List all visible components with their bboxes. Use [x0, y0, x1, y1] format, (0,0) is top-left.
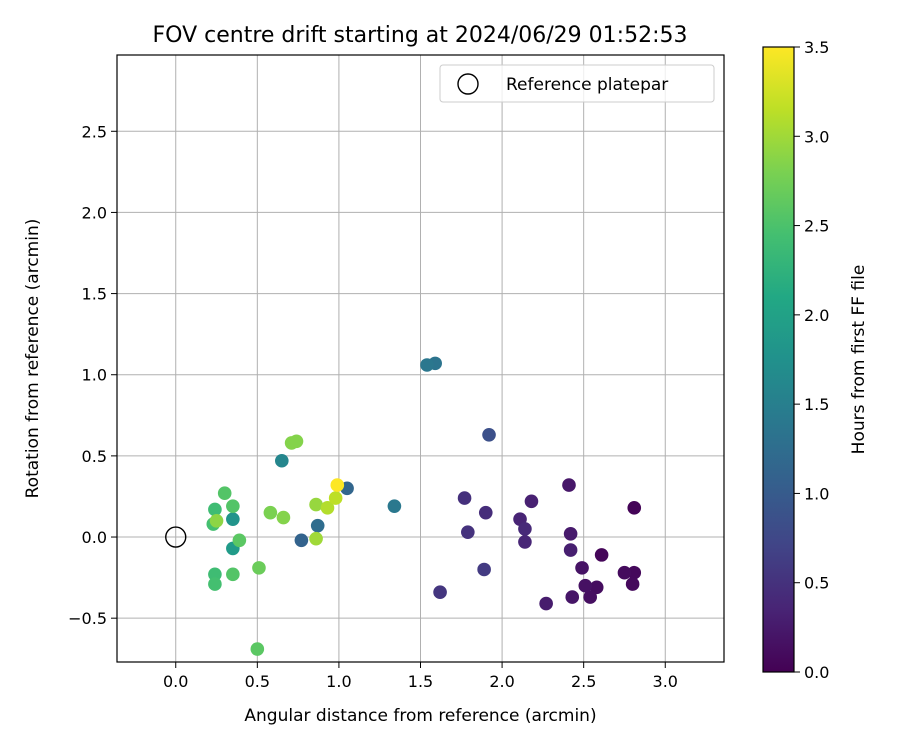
grid [117, 55, 724, 662]
data-point [477, 562, 491, 577]
data-point [309, 497, 323, 512]
colorbar-tick-label: 2.5 [804, 217, 829, 236]
legend-label: Reference platepar [506, 75, 668, 95]
colorbar-tick-label: 0.0 [804, 663, 829, 682]
data-point [320, 501, 335, 515]
data-points [206, 356, 642, 656]
y-tick-label: 1.5 [82, 285, 107, 304]
chart-title: FOV centre drift starting at 2024/06/29 … [153, 23, 688, 48]
data-point [330, 478, 345, 492]
data-point [208, 567, 222, 582]
data-point [387, 499, 402, 513]
data-point [575, 561, 589, 575]
y-tick-label: 2.0 [82, 203, 107, 222]
data-point [518, 535, 532, 549]
data-point [226, 567, 240, 582]
axis-ticks: 0.0 0.5 1.0 1.5 2.0 2.5 3.0 −0.5 0.0 0.5 1.0 1.5 2.0… [68, 122, 678, 691]
colorbar-gradient [762, 46, 795, 673]
data-point [589, 580, 604, 595]
legend-box [439, 64, 715, 103]
data-point [309, 531, 323, 546]
data-point [617, 565, 632, 580]
colorbar-tick-label: 3.5 [804, 38, 829, 57]
data-point [625, 577, 640, 591]
y-tick-label: 0.5 [82, 447, 107, 466]
data-point [565, 590, 580, 604]
data-point [294, 533, 309, 548]
data-point [478, 505, 493, 520]
data-point [263, 505, 278, 520]
y-tick-label: 2.5 [82, 122, 107, 141]
y-tick-label: −0.5 [68, 609, 107, 628]
data-point [563, 543, 578, 557]
data-point [578, 578, 593, 593]
x-tick-label: 0.5 [245, 672, 270, 691]
data-point [310, 518, 325, 533]
reference-platepar-marker [165, 526, 187, 548]
legend: Reference platepar [439, 64, 715, 103]
data-point [289, 434, 304, 449]
x-tick-label: 1.0 [326, 672, 351, 691]
plot-frame [116, 54, 725, 663]
data-point [252, 561, 266, 575]
colorbar-tick-label: 3.0 [804, 127, 829, 146]
data-point [562, 478, 576, 492]
data-point [627, 501, 642, 515]
data-point [539, 596, 553, 611]
data-point [226, 512, 240, 526]
data-point [232, 533, 247, 548]
data-point [583, 590, 597, 604]
data-point [208, 502, 222, 517]
colorbar-label: Hours from first FF file [849, 265, 869, 455]
legend-hollow-circle-icon [457, 73, 479, 95]
data-point [209, 513, 224, 528]
y-tick-label: 1.0 [82, 366, 107, 385]
data-point [433, 585, 447, 600]
data-point [208, 577, 222, 591]
colorbar-tick-label: 0.5 [804, 574, 829, 593]
data-point [250, 642, 265, 656]
data-point [226, 499, 240, 513]
data-point [594, 548, 609, 562]
colorbar-ticks: 0.0 0.5 1.0 1.5 2.0 2.5 3.0 3.5 [794, 38, 829, 682]
data-point [457, 491, 472, 505]
colorbar-tick-label: 1.5 [804, 395, 829, 414]
data-point [524, 494, 539, 509]
data-point [518, 522, 532, 536]
x-axis-label: Angular distance from reference (arcmin) [244, 706, 596, 726]
x-tick-label: 3.0 [653, 672, 678, 691]
y-tick-label: 0.0 [82, 528, 107, 547]
data-point [275, 453, 289, 468]
colorbar: 0.0 0.5 1.0 1.5 2.0 2.5 3.0 3.5 Hours from firs… [762, 38, 869, 682]
x-tick-label: 1.5 [408, 672, 433, 691]
data-point [328, 491, 343, 505]
x-tick-label: 0.0 [163, 672, 188, 691]
data-point [420, 358, 434, 372]
colorbar-tick-label: 1.0 [804, 484, 829, 503]
data-point [217, 486, 232, 501]
y-axis-label: Rotation from reference (arcmin) [23, 219, 43, 499]
data-point [627, 565, 642, 580]
x-tick-label: 2.0 [489, 672, 514, 691]
x-tick-label: 2.5 [571, 672, 596, 691]
colorbar-tick-label: 2.0 [804, 306, 829, 325]
data-point [563, 526, 578, 541]
data-point [461, 525, 475, 539]
data-point [276, 510, 291, 525]
data-point [482, 427, 496, 442]
